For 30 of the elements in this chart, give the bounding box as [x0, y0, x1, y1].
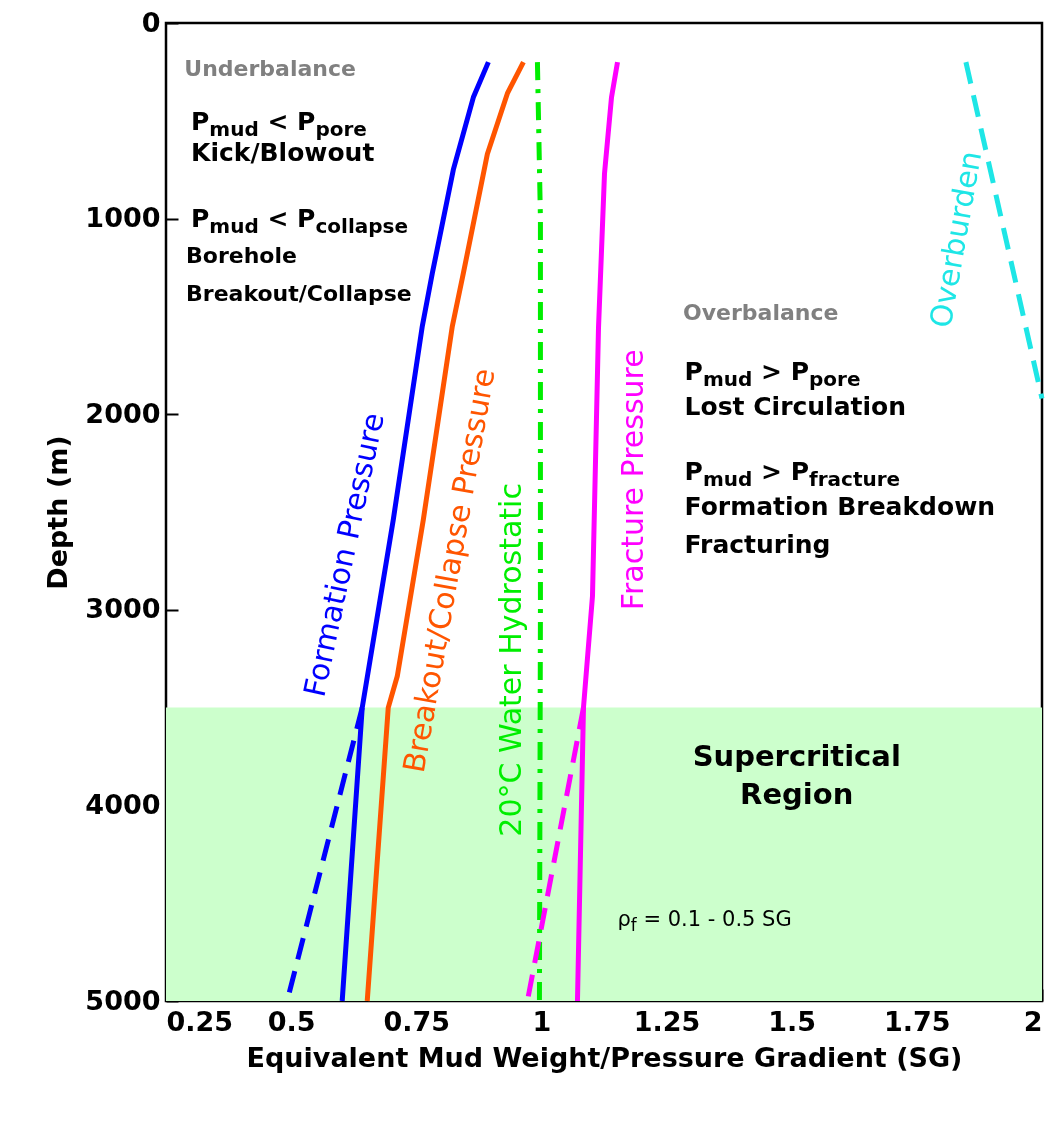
x-tick-label: 0.25 — [166, 1005, 234, 1037]
y-axis-title: Depth (m) — [42, 435, 74, 590]
annotation: Underbalance — [184, 55, 356, 81]
annotation: ρ$_{f}$ = 0.1 - 0.5 SG — [617, 906, 792, 935]
text: 20°C Water Hydrostatic — [493, 483, 529, 837]
x-tick-label: 1.5 — [768, 1005, 817, 1037]
annotation: Lost Circulation — [684, 392, 907, 422]
x-axis-title: Equivalent Mud Weight/Pressure Gradient (SG) — [246, 1041, 963, 1073]
annotation: P$_{mud}$ > P$_{pore}$ — [684, 356, 861, 391]
y-tick-label: 3000 — [85, 593, 161, 625]
y-tick-label: 0 — [141, 6, 161, 38]
annotation: P$_{mud}$ > P$_{fracture}$ — [684, 456, 901, 491]
band-label: Supercritical Region — [692, 738, 901, 811]
text: Overburden — [922, 148, 989, 331]
x-tick-label: 1.75 — [884, 1005, 951, 1037]
x-tick-label: 0.75 — [383, 1005, 451, 1037]
y-tick-label: 1000 — [85, 202, 161, 234]
x-tick-label: 0.5 — [267, 1005, 316, 1037]
annotation: P$_{mud}$ < P$_{collapse}$ — [191, 204, 409, 238]
text: Fracture Pressure — [614, 349, 650, 611]
x-tick-label: 1 — [532, 1005, 552, 1037]
y-tick-label: 4000 — [85, 788, 161, 820]
annotation: Borehole Breakout/Collapse — [186, 242, 412, 306]
annotation: P$_{mud}$ < P$_{pore}$ — [191, 106, 367, 141]
annotation: Overbalance — [682, 300, 839, 326]
y-tick-label: 2000 — [85, 397, 161, 429]
y-tick-label: 5000 — [85, 984, 161, 1016]
x-tick-label: 1.25 — [633, 1005, 701, 1037]
x-tick-label: 2 — [1023, 1005, 1043, 1037]
annotation: Formation Breakdown Fracturing — [684, 491, 996, 559]
